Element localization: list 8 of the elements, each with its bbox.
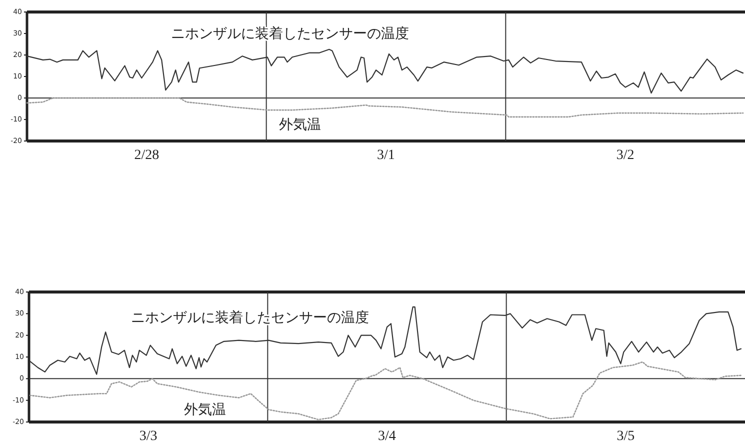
series-label: 外気温	[184, 402, 226, 418]
x-tick-label: 3/1	[377, 148, 395, 163]
x-tick-label: 2/28	[134, 148, 160, 163]
x-tick-label: 3/2	[616, 148, 634, 163]
series-label: 外気温	[279, 117, 321, 133]
x-tick-label: 3/4	[378, 429, 396, 444]
x-tick-label: 3/5	[616, 429, 635, 444]
x-tick-label: 3/3	[139, 429, 158, 444]
